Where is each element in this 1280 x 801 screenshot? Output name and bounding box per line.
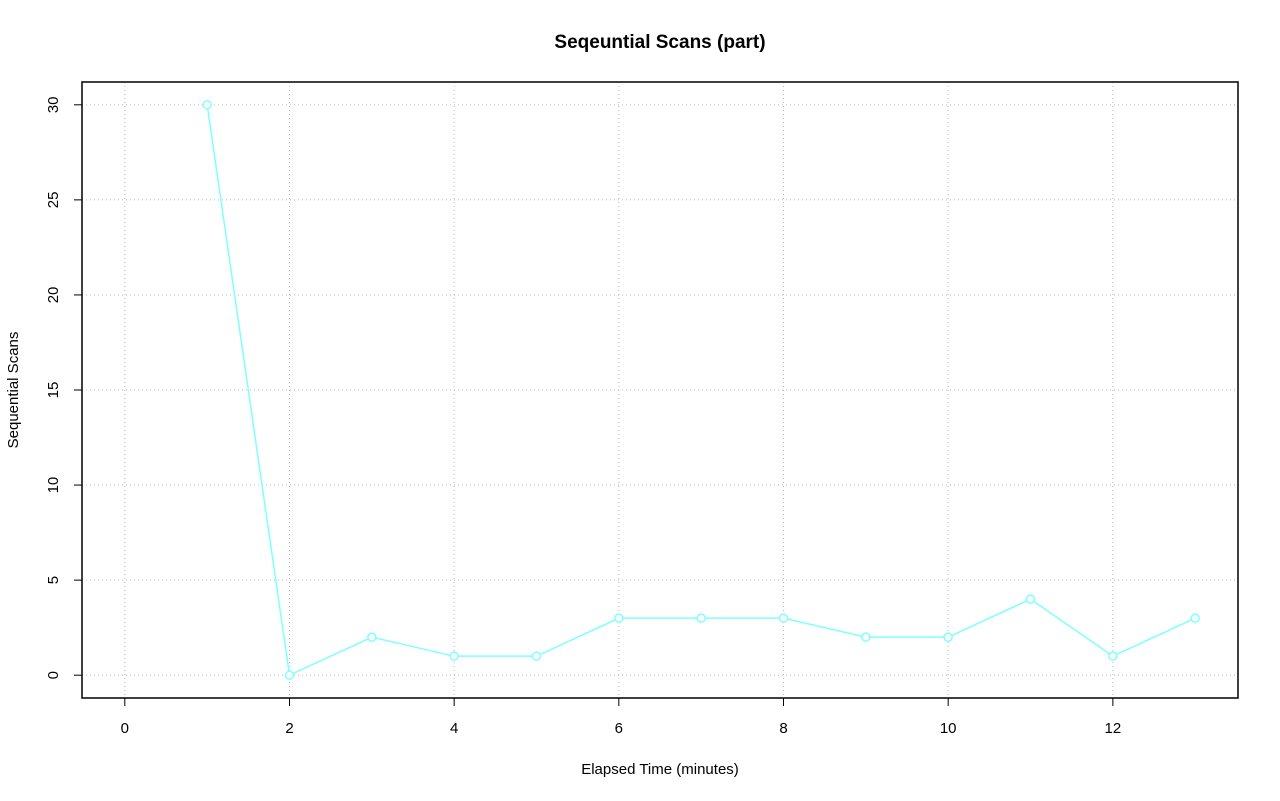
- point: [778, 613, 789, 623]
- point: [696, 613, 706, 623]
- x-tick-label: 4: [450, 720, 458, 737]
- point: [202, 100, 212, 110]
- x-tick-label: 8: [779, 720, 787, 737]
- x-tick-label: 10: [940, 720, 957, 737]
- point: [531, 651, 542, 661]
- y-tick-label: 30: [45, 96, 62, 113]
- point: [449, 651, 459, 661]
- x-tick-label: 12: [1105, 720, 1122, 737]
- plot-frame: [81, 81, 1239, 699]
- point: [943, 632, 953, 642]
- y-tick-label: 10: [45, 477, 62, 494]
- x-tick-label: 2: [285, 720, 293, 737]
- x-axis-label: Elapsed Time (minutes): [581, 761, 739, 778]
- point: [367, 632, 377, 642]
- point: [284, 670, 295, 680]
- y-axis-label: Sequential Scans: [5, 332, 22, 449]
- point: [1025, 594, 1036, 604]
- y-tick-label: 20: [45, 287, 62, 304]
- chart-title: Seqeuntial Scans (part): [554, 32, 765, 53]
- x-tick-label: 6: [615, 720, 623, 737]
- y-tick-label: 0: [45, 671, 62, 679]
- y-tick-label: 15: [45, 382, 62, 399]
- y-tick-label: 5: [45, 576, 62, 584]
- point: [614, 613, 624, 623]
- y-tick-label: 25: [45, 192, 62, 209]
- point: [1190, 613, 1200, 623]
- point: [1108, 651, 1118, 661]
- x-tick-label: 0: [121, 720, 129, 737]
- point: [861, 632, 871, 642]
